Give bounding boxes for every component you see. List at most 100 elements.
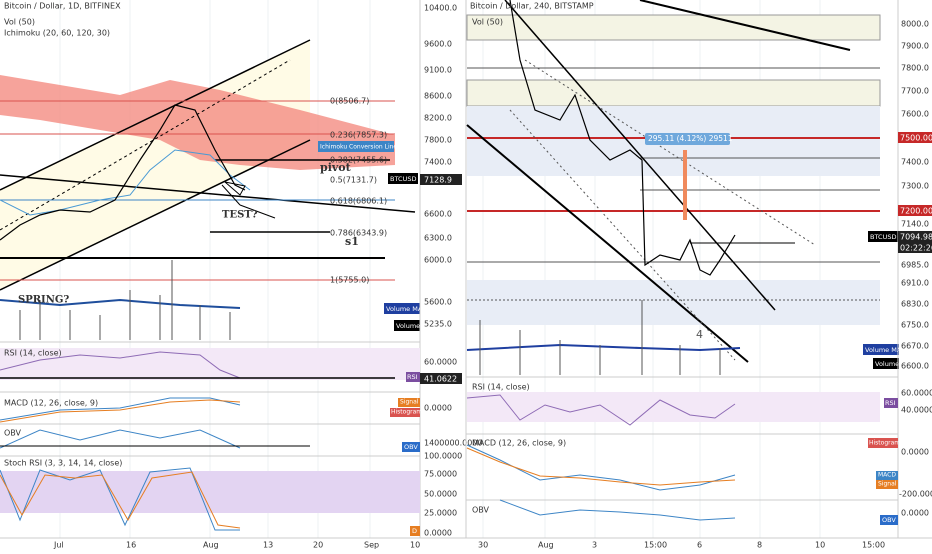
axis-label: 5600.0 bbox=[424, 298, 452, 307]
shape bbox=[898, 205, 932, 216]
shape bbox=[467, 280, 880, 325]
shape bbox=[880, 515, 898, 525]
tag-label: Histogram bbox=[391, 409, 422, 416]
axis-label: 6600.0 bbox=[424, 210, 452, 219]
shape bbox=[221, 184, 241, 206]
tag-label: Volume bbox=[875, 360, 899, 368]
time-label: 13 bbox=[263, 541, 273, 550]
axis-label: 8000.0 bbox=[901, 20, 929, 29]
fib-label: 0.618(6806.1) bbox=[330, 197, 387, 206]
annotation: 4 bbox=[696, 328, 703, 341]
shape bbox=[898, 231, 932, 253]
shape bbox=[223, 181, 246, 196]
tag-label: Volume MA bbox=[865, 346, 902, 354]
time-label: 8 bbox=[757, 541, 762, 550]
tag bbox=[394, 320, 420, 331]
time-label: Aug bbox=[203, 541, 219, 550]
shape bbox=[863, 344, 899, 355]
indicator-label: RSI (14, close) bbox=[472, 383, 530, 392]
axis-label: 7900.0 bbox=[901, 42, 929, 51]
shape bbox=[0, 104, 246, 241]
axis-label: 7400.0 bbox=[901, 158, 929, 167]
shape bbox=[509, 0, 736, 276]
axis-label: 60.0000 bbox=[901, 389, 932, 398]
shape bbox=[0, 471, 241, 529]
axis-label: 7200.00 bbox=[900, 207, 932, 216]
shape bbox=[420, 373, 462, 384]
axis-label: 6985.0 bbox=[901, 261, 929, 270]
time-label: 16 bbox=[126, 541, 136, 550]
time-label: 6 bbox=[697, 541, 702, 550]
axis-label: 7800.0 bbox=[424, 136, 452, 145]
fib-label: 1(5755.0) bbox=[330, 276, 369, 285]
tag bbox=[384, 303, 420, 314]
axis-label: 7700.0 bbox=[901, 87, 929, 96]
measure-label: 295.11 (4.12%) 29511 bbox=[648, 134, 733, 143]
time-label: Aug bbox=[538, 541, 554, 550]
tag-label: MACD bbox=[878, 472, 896, 479]
shape bbox=[876, 471, 898, 480]
indicator-label: Ichimoku (20, 60, 120, 30) bbox=[4, 29, 110, 38]
time-label: 30 bbox=[478, 541, 488, 550]
shape bbox=[398, 398, 420, 407]
axis-label: 6830.0 bbox=[901, 300, 929, 309]
left-axis: 10400.0 9600.0 9100.0 8600.0 8200.0 7800… bbox=[420, 4, 462, 329]
axis-label: 10400.0 bbox=[424, 4, 457, 13]
shape bbox=[466, 447, 736, 486]
shape bbox=[0, 174, 416, 213]
time-label: 15:00 bbox=[862, 541, 885, 550]
annotation: TEST? bbox=[222, 210, 258, 221]
axis-label: 7300.0 bbox=[901, 182, 929, 191]
time-label: 20 bbox=[313, 541, 323, 550]
axis-label: 5235.0 bbox=[424, 320, 452, 329]
shape bbox=[466, 394, 736, 426]
tag-label: Volume bbox=[396, 322, 420, 330]
tag-label: Signal bbox=[878, 481, 897, 488]
shape bbox=[898, 132, 932, 143]
shape bbox=[390, 408, 420, 417]
axis-label: 1400000.0000 bbox=[424, 439, 483, 448]
axis-label: 9600.0 bbox=[424, 40, 452, 49]
right-axis: 8000.0 7900.0 7800.0 7700.0 7600.0 7500.… bbox=[898, 20, 932, 371]
indicator-label: MACD (12, 26, close, 9) bbox=[4, 399, 98, 408]
shape bbox=[466, 343, 741, 352]
shape bbox=[402, 442, 420, 452]
axis-label: 7600.0 bbox=[901, 110, 929, 119]
price-label: 7128.9 bbox=[424, 176, 452, 185]
time-label: 3 bbox=[592, 541, 597, 550]
shape bbox=[0, 348, 420, 380]
indicator-label: Vol (50) bbox=[472, 18, 503, 27]
tag-label: RSI bbox=[407, 373, 418, 381]
indicator-label: OBV bbox=[4, 429, 22, 438]
shape bbox=[0, 467, 240, 531]
tag bbox=[388, 173, 418, 184]
axis-label: 6600.0 bbox=[901, 362, 929, 371]
annotation: s1 bbox=[345, 235, 359, 248]
chart-title: Bitcoin / Dollar, 1D, BITFINEX bbox=[4, 2, 121, 11]
left-time-axis: Jul 16 Aug 13 20 Sep 10 bbox=[53, 541, 420, 550]
indicator-label: Vol (50) bbox=[4, 18, 35, 27]
tag-label: Ichimoku Conversion Line bbox=[320, 144, 397, 151]
axis-label: 02:22:26 bbox=[900, 244, 932, 253]
shape bbox=[0, 429, 241, 449]
shape bbox=[0, 399, 241, 423]
shape bbox=[0, 351, 241, 379]
shape bbox=[0, 139, 311, 291]
chart-title: Bitcoin / Dollar, 240, BITSTAMP bbox=[470, 2, 594, 11]
shape bbox=[19, 260, 231, 340]
shape bbox=[0, 39, 311, 191]
shape bbox=[466, 444, 736, 491]
axis-label: 0.0000 bbox=[424, 529, 452, 538]
axis-label: 6300.0 bbox=[424, 234, 452, 243]
shape bbox=[466, 79, 881, 107]
axis-label: 7094.98 bbox=[900, 233, 932, 242]
axis-label: 7140.0 bbox=[901, 220, 929, 229]
axis-label: 100.0000 bbox=[424, 452, 462, 461]
shape bbox=[868, 438, 898, 448]
shape bbox=[504, 0, 776, 311]
axis-label: 7800.0 bbox=[901, 64, 929, 73]
fib-label: 0(8506.7) bbox=[330, 97, 369, 106]
shape bbox=[0, 149, 251, 216]
shape bbox=[876, 480, 898, 489]
axis-label: 0.0000 bbox=[424, 404, 452, 413]
